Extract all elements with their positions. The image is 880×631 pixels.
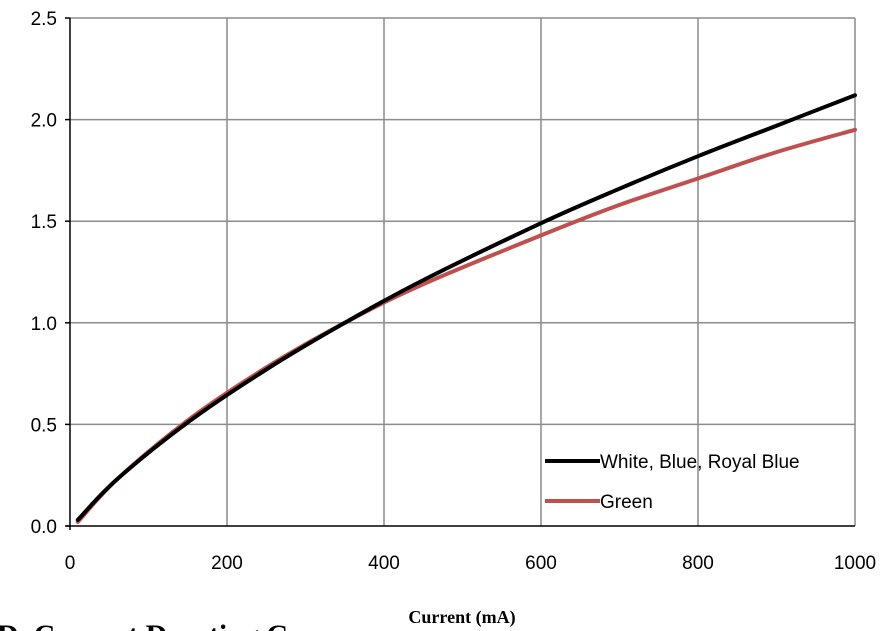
- legend: White, Blue, Royal Blue Green: [545, 452, 800, 513]
- y-tick-label: 2.0: [31, 111, 57, 132]
- y-tick-label: 0.0: [31, 517, 57, 538]
- x-tick-label: 1000: [834, 553, 876, 574]
- grid-lines: [70, 17, 856, 526]
- x-tick-label: 400: [368, 553, 400, 574]
- y-tick-label: 0.5: [31, 415, 57, 436]
- legend-label-white-blue-royal-blue: White, Blue, Royal Blue: [600, 452, 800, 473]
- x-tick-label: 200: [211, 553, 243, 574]
- x-axis-label: Current (mA): [408, 607, 515, 628]
- series-line-white-blue-royal-blue: [75, 93, 857, 522]
- y-tick-label: 1.5: [31, 212, 57, 233]
- figure-caption-fragment: D. Current Derating C: [0, 619, 288, 631]
- series-lines: [75, 93, 857, 524]
- x-tick-labels: 0 200 400 600 800 1000: [65, 553, 876, 574]
- y-tick-labels: 0.0 0.5 1.0 1.5 2.0 2.5: [31, 9, 57, 538]
- y-tick-label: 2.5: [31, 9, 57, 30]
- legend-label-green: Green: [600, 492, 653, 513]
- y-tick-label: 1.0: [31, 314, 57, 335]
- x-tick-label: 800: [682, 553, 714, 574]
- x-tick-label: 0: [65, 553, 76, 574]
- axes: [65, 17, 855, 530]
- x-tick-label: 600: [525, 553, 557, 574]
